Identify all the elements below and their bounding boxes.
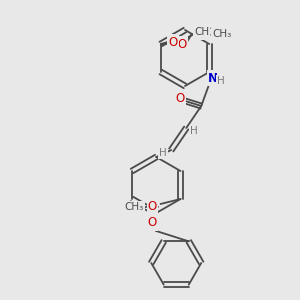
- Text: O: O: [168, 35, 177, 49]
- Text: CH₃: CH₃: [125, 202, 144, 212]
- Text: CH: CH: [194, 27, 209, 37]
- Text: O: O: [176, 92, 185, 106]
- Text: N: N: [208, 71, 218, 85]
- Text: H: H: [190, 126, 198, 136]
- Text: O: O: [177, 38, 186, 50]
- Text: CC: CC: [196, 26, 212, 38]
- Text: H: H: [218, 76, 225, 86]
- Text: H: H: [159, 148, 167, 158]
- Text: O: O: [148, 217, 157, 230]
- Text: CH₃: CH₃: [212, 29, 231, 39]
- Text: O: O: [148, 200, 157, 214]
